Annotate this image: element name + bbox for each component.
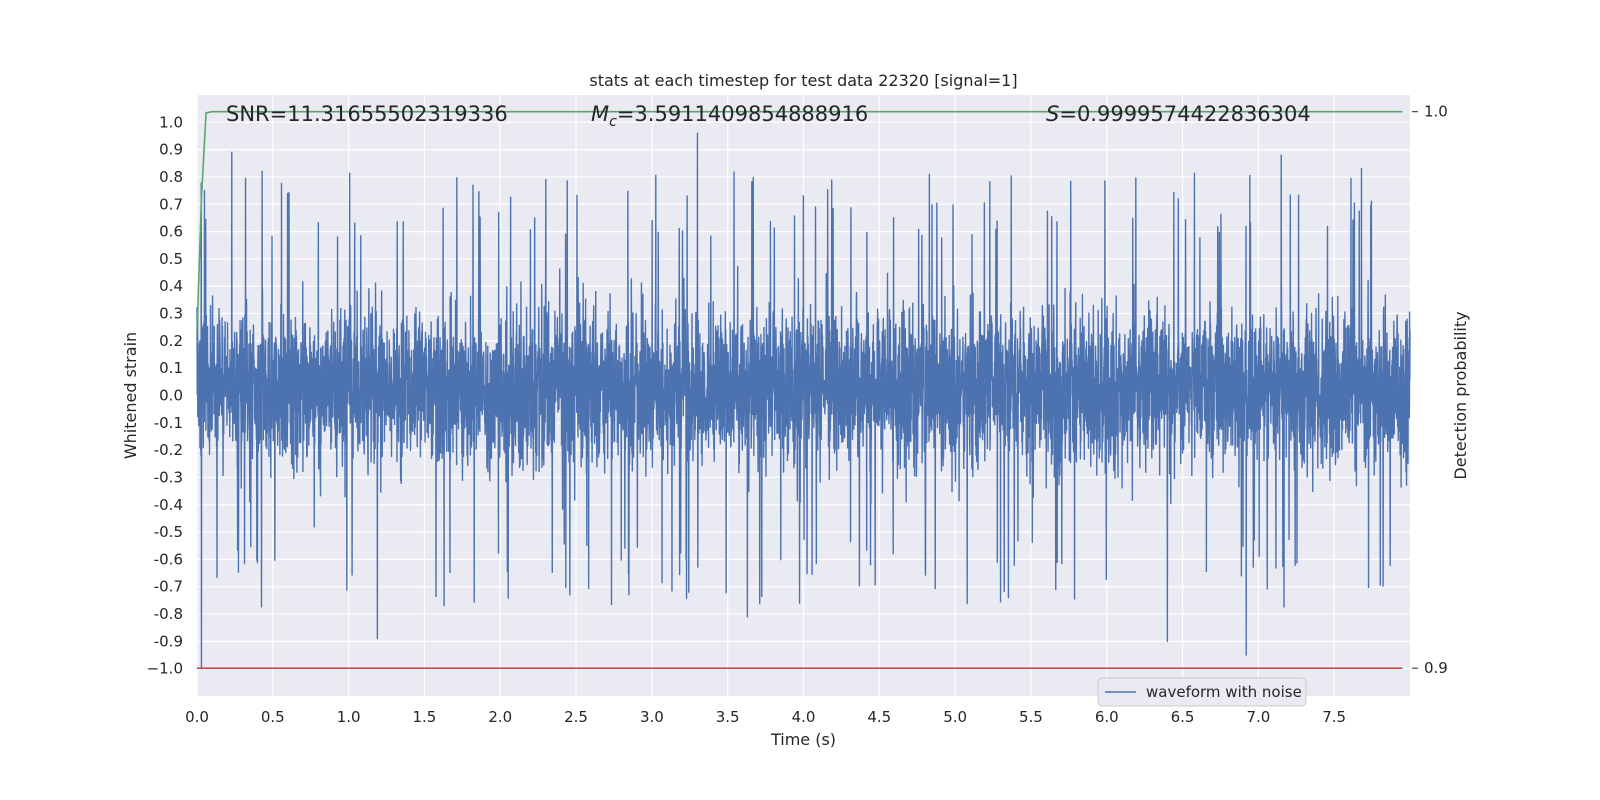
x-tick-label: 1.5 (413, 708, 437, 726)
legend-label: waveform with noise (1146, 683, 1302, 701)
x-tick-label: 5.5 (1019, 708, 1043, 726)
y2-tick-label: 0.9 (1424, 659, 1448, 677)
y-axis-label: Whitened strain (121, 332, 140, 459)
x-tick-label: 3.0 (640, 708, 664, 726)
score-annotation: S=0.9999574422836304 (1046, 102, 1311, 126)
y-tick-label: −1.0 (147, 660, 183, 678)
legend: waveform with noise (1097, 677, 1307, 707)
x-tick-label: 3.5 (716, 708, 740, 726)
x-tick-label: 5.0 (943, 708, 967, 726)
y-tick-label: -0.9 (154, 632, 183, 650)
score-value: =0.9999574422836304 (1059, 102, 1310, 126)
chirp-mass-value: =3.5911409854888916 (617, 102, 868, 126)
y-tick-label: 0.8 (159, 168, 183, 186)
y-tick-label: -0.5 (154, 523, 183, 541)
y-tick-label: 0.7 (159, 195, 183, 213)
y-tick-label: 0.9 (159, 141, 183, 159)
y-tick-label: 0.4 (159, 277, 183, 295)
x-tick-label: 0.0 (185, 708, 209, 726)
y-tick-label: 0.6 (159, 223, 183, 241)
y-tick-label: -0.7 (154, 578, 183, 596)
y-tick-label: 1.0 (159, 113, 183, 131)
y2-axis-label: Detection probability (1451, 311, 1470, 479)
y2-tick-label: 1.0 (1424, 103, 1448, 121)
x-tick-label: 0.5 (261, 708, 285, 726)
y-tick-label: 0.1 (159, 359, 183, 377)
chirp-mass-subscript: c (609, 114, 617, 130)
x-tick-label: 2.0 (488, 708, 512, 726)
chirp-mass-annotation: Mc=3.5911409854888916 (591, 102, 868, 130)
score-symbol: S (1046, 102, 1059, 126)
x-tick-label: 4.5 (867, 708, 891, 726)
snr-annotation: SNR=11.31655502319336 (226, 102, 508, 126)
y-tick-label: -0.6 (154, 550, 183, 568)
chirp-mass-symbol: M (591, 102, 609, 126)
x-tick-label: 7.5 (1322, 708, 1346, 726)
x-tick-label: 4.0 (792, 708, 816, 726)
y-tick-label: -0.8 (154, 605, 183, 623)
x-tick-label: 7.0 (1246, 708, 1270, 726)
ticks: 0.0 0.5 1.0 1.5 2.0 2.5 3.0 3.5 4.0 4.5 5.0 5.5 6.0 6… (147, 103, 1448, 726)
legend-box (1097, 677, 1307, 707)
detection-probability-line (196, 110, 1403, 335)
waveform-series-line (196, 132, 1411, 670)
y-tick-label: 0.2 (159, 332, 183, 350)
x-tick-label: 2.5 (564, 708, 588, 726)
y-tick-label: 0.5 (159, 250, 183, 268)
chart-title: stats at each timestep for test data 223… (589, 71, 1017, 90)
y-tick-label: 0.0 (159, 387, 183, 405)
x-axis-label: Time (s) (770, 730, 836, 749)
y-tick-label: -0.1 (154, 414, 183, 432)
y-tick-label: 0.3 (159, 305, 183, 323)
x-tick-label: 1.0 (337, 708, 361, 726)
series-layer (196, 110, 1411, 670)
x-tick-label: 6.0 (1095, 708, 1119, 726)
y-tick-label: -0.3 (154, 468, 183, 486)
y-tick-label: -0.4 (154, 496, 183, 514)
y-tick-label: -0.2 (154, 441, 183, 459)
x-tick-label: 6.5 (1171, 708, 1195, 726)
